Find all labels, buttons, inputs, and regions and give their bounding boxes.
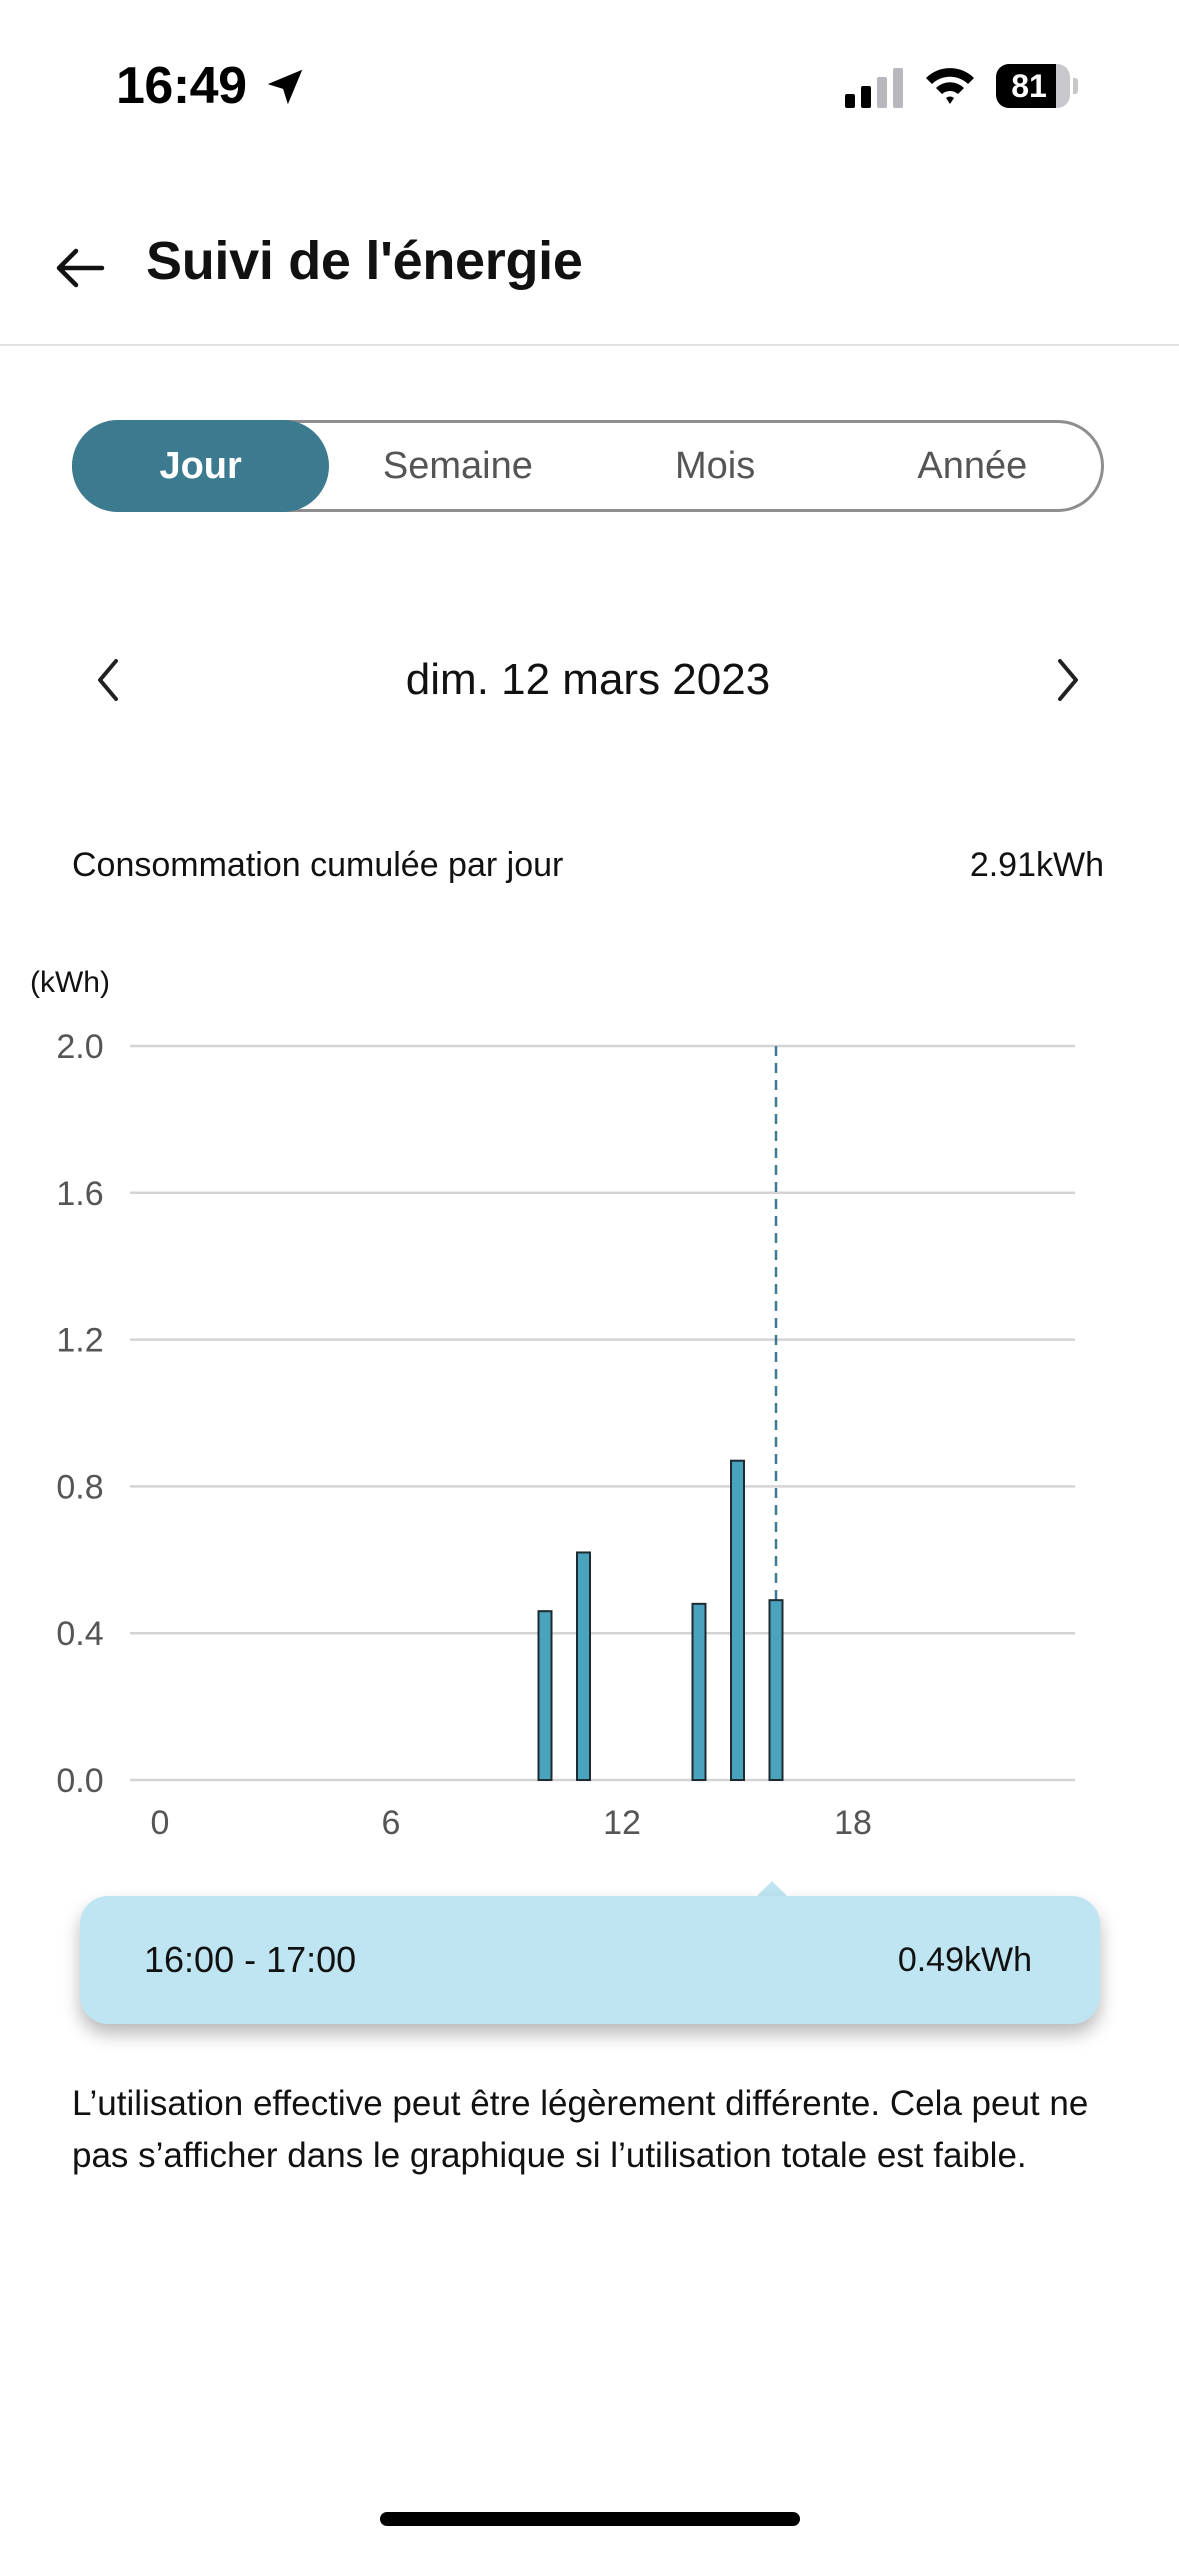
tab-annee[interactable]: Année <box>917 444 1028 487</box>
summary-label: Consommation cumulée par jour <box>72 846 564 884</box>
current-date: dim. 12 mars 2023 <box>405 655 771 704</box>
tab-semaine[interactable]: Semaine <box>382 444 533 487</box>
chart-bar <box>576 1551 591 1782</box>
y-tick-label: 0.8 <box>56 1468 103 1506</box>
energy-chart[interactable]: (kWh) 0.0 0.4 0.8 1.2 1.6 2.0 0 6 12 18 <box>0 960 1179 1840</box>
battery-cap <box>1073 78 1078 94</box>
cellular-signal-icon <box>845 66 905 108</box>
chart-bar <box>691 1602 707 1782</box>
y-tick-label: 0.4 <box>56 1615 103 1653</box>
selection-tooltip: 16:00 - 17:00 0.49kWh <box>80 1896 1100 2024</box>
battery-icon: 81 <box>996 64 1078 108</box>
previous-day-button[interactable] <box>72 640 144 720</box>
y-tick-label: 1.2 <box>56 1322 103 1360</box>
y-tick-label: 0.0 <box>56 1762 103 1800</box>
back-button[interactable] <box>44 232 116 304</box>
tab-mois[interactable]: Mois <box>675 444 756 487</box>
chevron-left-icon <box>98 659 118 701</box>
next-day-button[interactable] <box>1032 640 1104 720</box>
x-tick-label: 6 <box>382 1804 401 1840</box>
tooltip-arrow <box>755 1881 789 1898</box>
x-tick-label: 18 <box>834 1804 872 1840</box>
location-arrow-icon <box>262 64 308 110</box>
page-title: Suivi de l'énergie <box>146 231 583 291</box>
chart-bar <box>537 1610 553 1781</box>
period-tabs: Jour Semaine Mois Année <box>72 420 1104 512</box>
arrow-left-icon <box>56 248 105 288</box>
y-tick-label: 1.6 <box>56 1175 103 1213</box>
tab-jour[interactable]: Jour <box>72 420 330 512</box>
summary-value: 2.91kWh <box>969 846 1104 884</box>
y-axis-unit-label: (kWh) <box>30 966 110 999</box>
x-tick-label: 12 <box>603 1804 641 1840</box>
tooltip-time-range: 16:00 - 17:00 <box>144 1939 357 1980</box>
home-indicator[interactable] <box>380 2512 800 2526</box>
x-tick-label: 0 <box>151 1804 170 1840</box>
date-navigation: dim. 12 mars 2023 <box>72 640 1104 720</box>
battery-percent: 81 <box>1011 68 1047 104</box>
chevron-right-icon <box>1058 659 1078 701</box>
daily-summary: Consommation cumulée par jour 2.91kWh <box>72 846 1104 896</box>
status-time: 16:49 <box>116 57 247 115</box>
battery-fill <box>996 64 1056 108</box>
battery-body: 81 <box>996 64 1070 108</box>
tooltip-value: 0.49kWh <box>897 1941 1032 1979</box>
chart-canvas: (kWh) 0.0 0.4 0.8 1.2 1.6 2.0 0 6 12 18 <box>30 966 1075 1840</box>
chart-bar <box>768 1599 784 1781</box>
status-bar: 16:49 81 <box>0 0 1179 170</box>
wifi-icon <box>922 62 978 108</box>
disclaimer-text: L’utilisation effective peut être légère… <box>72 2084 1089 2175</box>
y-tick-label: 2.0 <box>56 1028 103 1066</box>
chart-bar <box>730 1459 745 1781</box>
app-header: Suivi de l'énergie <box>0 190 1179 346</box>
